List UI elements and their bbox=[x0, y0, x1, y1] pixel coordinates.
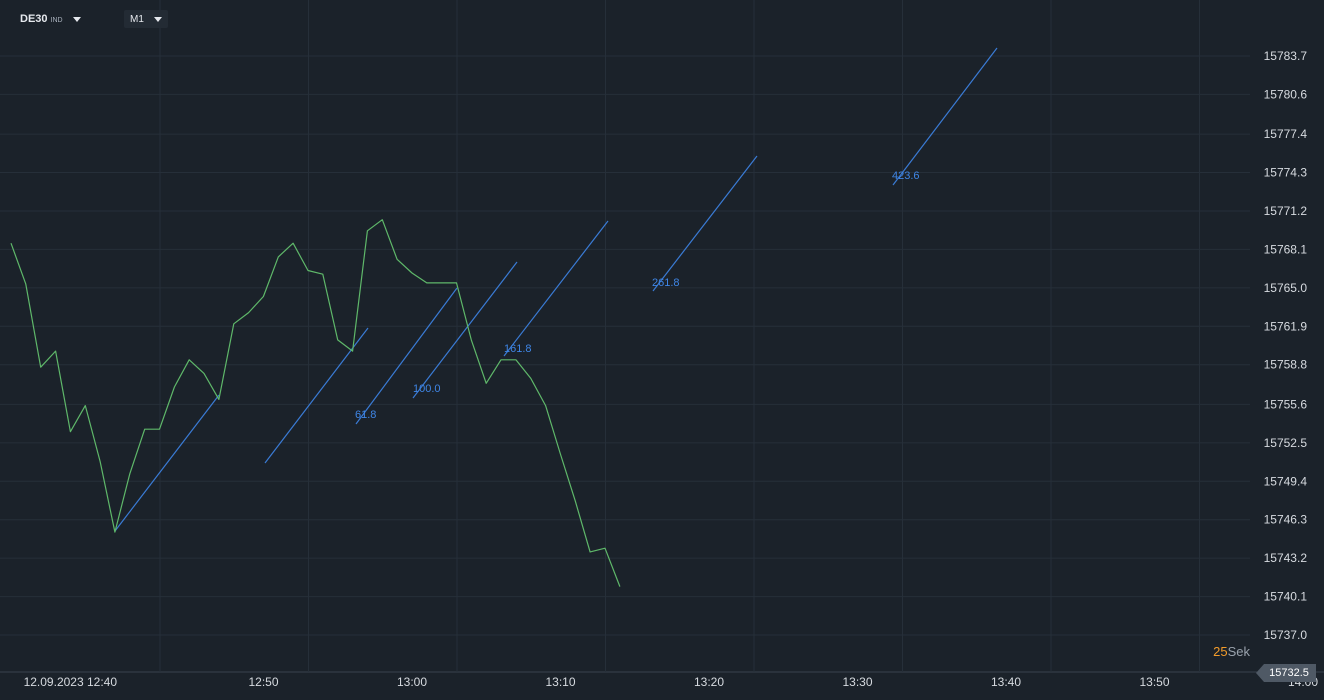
symbol-suffix: IND bbox=[50, 17, 63, 24]
price-label: 15774.3 bbox=[1264, 166, 1308, 180]
price-label: 15737.0 bbox=[1264, 628, 1308, 642]
price-series bbox=[10, 219, 621, 587]
time-label: 13:00 bbox=[397, 675, 427, 689]
fibonacci-extension-tool[interactable]: 61.8 100.0 161.8 261.8 423.6 bbox=[114, 47, 998, 532]
fib-level-label: 61.8 bbox=[355, 409, 376, 421]
symbol-selector[interactable]: DE30 IND bbox=[14, 10, 87, 28]
price-axis[interactable]: 15783.7 15780.6 15777.4 15774.3 15771.2 15768… bbox=[1264, 49, 1308, 642]
countdown-number: 25 bbox=[1213, 644, 1228, 659]
fib-extension-line[interactable] bbox=[892, 47, 998, 186]
fib-extension-line[interactable] bbox=[412, 261, 518, 399]
fib-extension-line[interactable] bbox=[355, 287, 458, 425]
price-label: 15743.2 bbox=[1264, 551, 1308, 565]
fib-extension-line[interactable] bbox=[114, 394, 220, 532]
countdown-unit: Sek bbox=[1227, 644, 1250, 659]
price-label: 15755.6 bbox=[1264, 397, 1308, 411]
fib-level-label: 161.8 bbox=[504, 343, 532, 355]
fib-level-label: 100.0 bbox=[413, 383, 441, 395]
price-label: 15780.6 bbox=[1264, 87, 1308, 101]
price-label: 15783.7 bbox=[1264, 49, 1308, 63]
time-label: 12.09.2023 12:40 bbox=[24, 675, 118, 689]
price-label: 15752.5 bbox=[1264, 436, 1308, 450]
fib-level-label: 261.8 bbox=[652, 277, 680, 289]
price-label: 15761.9 bbox=[1264, 319, 1308, 333]
price-label: 15740.1 bbox=[1264, 590, 1308, 604]
price-line bbox=[10, 219, 621, 587]
chart-grid bbox=[0, 0, 1324, 673]
chevron-down-icon bbox=[153, 16, 162, 22]
timeframe-selector[interactable]: M1 bbox=[124, 10, 168, 28]
fib-extension-line[interactable] bbox=[652, 155, 758, 292]
candle-countdown: 25Sek bbox=[1213, 644, 1250, 659]
time-label: 13:50 bbox=[1139, 675, 1169, 689]
fib-level-label: 423.6 bbox=[892, 170, 920, 182]
symbol-name: DE30 bbox=[20, 13, 48, 25]
chevron-down-icon bbox=[72, 16, 81, 22]
price-label: 15746.3 bbox=[1264, 513, 1308, 527]
time-label: 13:20 bbox=[694, 675, 724, 689]
time-label: 13:40 bbox=[991, 675, 1021, 689]
time-axis[interactable]: 12.09.2023 12:40 12:50 13:00 13:10 13:20 13:3… bbox=[24, 675, 1319, 689]
fib-extension-line[interactable] bbox=[503, 220, 609, 357]
time-label: 13:10 bbox=[545, 675, 575, 689]
price-label: 15765.0 bbox=[1264, 281, 1308, 295]
time-label: 12:50 bbox=[248, 675, 278, 689]
price-label: 15777.4 bbox=[1264, 127, 1308, 141]
price-label: 15758.8 bbox=[1264, 358, 1308, 372]
timeframe-label: M1 bbox=[130, 13, 144, 25]
price-label: 15749.4 bbox=[1264, 474, 1308, 488]
time-label: 13:30 bbox=[842, 675, 872, 689]
price-label: 15771.2 bbox=[1264, 204, 1308, 218]
current-price-tag: 15732.5 bbox=[1256, 664, 1316, 682]
price-label: 15768.1 bbox=[1264, 242, 1308, 256]
